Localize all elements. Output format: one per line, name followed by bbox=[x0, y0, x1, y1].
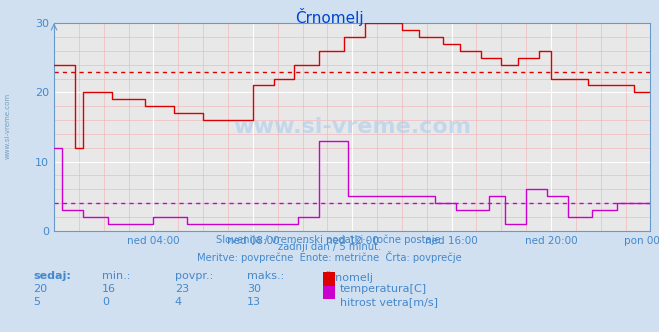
Text: 13: 13 bbox=[247, 297, 261, 307]
Text: Črnomelj: Črnomelj bbox=[295, 8, 364, 26]
Text: 20: 20 bbox=[33, 284, 47, 294]
Text: 16: 16 bbox=[102, 284, 116, 294]
Text: 30: 30 bbox=[247, 284, 261, 294]
Text: maks.:: maks.: bbox=[247, 271, 285, 281]
Text: www.si-vreme.com: www.si-vreme.com bbox=[5, 93, 11, 159]
Text: Meritve: povprečne  Enote: metrične  Črta: povprečje: Meritve: povprečne Enote: metrične Črta:… bbox=[197, 251, 462, 263]
Text: temperatura[C]: temperatura[C] bbox=[340, 284, 427, 294]
Text: Slovenija / vremenski podatki - ročne postaje.: Slovenija / vremenski podatki - ročne po… bbox=[215, 234, 444, 245]
Text: www.si-vreme.com: www.si-vreme.com bbox=[233, 117, 471, 137]
Text: 5: 5 bbox=[33, 297, 40, 307]
Text: sedaj:: sedaj: bbox=[33, 271, 71, 281]
Text: 4: 4 bbox=[175, 297, 182, 307]
Text: 23: 23 bbox=[175, 284, 188, 294]
Text: povpr.:: povpr.: bbox=[175, 271, 213, 281]
Text: Črnomelj: Črnomelj bbox=[323, 271, 373, 283]
Text: min.:: min.: bbox=[102, 271, 130, 281]
Text: zadnji dan / 5 minut.: zadnji dan / 5 minut. bbox=[278, 242, 381, 252]
Text: 0: 0 bbox=[102, 297, 109, 307]
Text: hitrost vetra[m/s]: hitrost vetra[m/s] bbox=[340, 297, 438, 307]
